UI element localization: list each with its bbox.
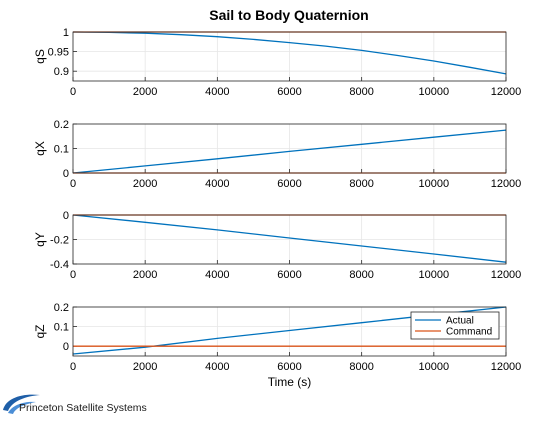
y-tick-label: 0.2 (54, 119, 69, 131)
x-tick-label: 2000 (133, 86, 157, 98)
x-tick-label: 0 (70, 86, 76, 98)
legend-box (410, 311, 500, 340)
y-tick-label: 0.2 (54, 302, 69, 314)
series-line-actual (72, 129, 507, 174)
x-axis-label: Time (s) (268, 375, 312, 389)
legend-label: Command (446, 327, 492, 338)
y-tick-label: -0.4 (50, 259, 69, 271)
x-tick-label: 6000 (277, 178, 301, 190)
x-tick-label: 8000 (349, 86, 373, 98)
x-tick-label: 12000 (491, 86, 522, 98)
y-axis-label: qZ (33, 324, 47, 338)
y-tick-label: -0.2 (50, 235, 69, 247)
x-tick-label: 6000 (277, 86, 301, 98)
y-axis-label: qX (33, 141, 47, 156)
x-tick-label: 4000 (205, 178, 229, 190)
x-tick-label: 4000 (205, 86, 229, 98)
y-tick-label: 0 (63, 341, 69, 353)
axes-box (72, 31, 507, 82)
x-tick-label: 0 (70, 178, 76, 190)
figure-title: Sail to Body Quaternion (209, 7, 368, 23)
y-axis-label: qS (33, 49, 47, 64)
x-tick-label: 4000 (205, 269, 229, 281)
y-tick-label: 0 (63, 168, 69, 180)
subplot-4: 0 2000 4000 6000 8000 10000 12000 0 0.1 0.2 qZ Time… (33, 302, 521, 389)
y-tick-label: 0.9 (54, 66, 69, 78)
x-tick-label: 4000 (205, 361, 229, 373)
subplots: 0 2000 4000 6000 8000 10000 12000 0.9 0.95 1 qS 0 20… (33, 27, 521, 389)
series-line-actual (72, 31, 507, 75)
y-axis-label: qY (33, 232, 47, 247)
axes-box (72, 123, 507, 174)
subplot-2: 0 2000 4000 6000 8000 10000 12000 0 0.1 0.2 qX (33, 119, 521, 190)
x-tick-label: 10000 (419, 269, 450, 281)
x-tick-label: 8000 (349, 269, 373, 281)
x-tick-label: 0 (70, 361, 76, 373)
x-tick-label: 12000 (491, 269, 522, 281)
x-tick-label: 10000 (419, 178, 450, 190)
x-tick-label: 6000 (277, 361, 301, 373)
y-tick-label: 0.95 (48, 47, 69, 59)
x-tick-label: 2000 (133, 361, 157, 373)
x-tick-label: 6000 (277, 269, 301, 281)
x-tick-label: 0 (70, 269, 76, 281)
axes-box (72, 214, 507, 265)
x-tick-label: 10000 (419, 361, 450, 373)
x-tick-label: 12000 (491, 361, 522, 373)
subplot-3: 0 2000 4000 6000 8000 10000 12000 -0.4 -0.2 0 qY (33, 210, 521, 281)
x-tick-label: 10000 (419, 86, 450, 98)
y-tick-label: 1 (63, 27, 69, 39)
legend-label: Actual (446, 316, 474, 327)
y-tick-label: 0.1 (54, 144, 69, 156)
axes-box (72, 306, 507, 357)
logo-text: Princeton Satellite Systems (19, 402, 147, 414)
x-tick-label: 8000 (349, 178, 373, 190)
y-tick-label: 0 (63, 210, 69, 222)
y-tick-label: 0.1 (54, 322, 69, 334)
swoosh-icon (3, 394, 40, 414)
x-tick-label: 12000 (491, 178, 522, 190)
company-logo: Princeton Satellite Systems (3, 394, 147, 414)
x-tick-label: 2000 (133, 269, 157, 281)
series-line-actual (72, 214, 507, 263)
x-tick-label: 8000 (349, 361, 373, 373)
subplot-1: 0 2000 4000 6000 8000 10000 12000 0.9 0.95 1 qS (33, 27, 521, 98)
x-tick-label: 2000 (133, 178, 157, 190)
